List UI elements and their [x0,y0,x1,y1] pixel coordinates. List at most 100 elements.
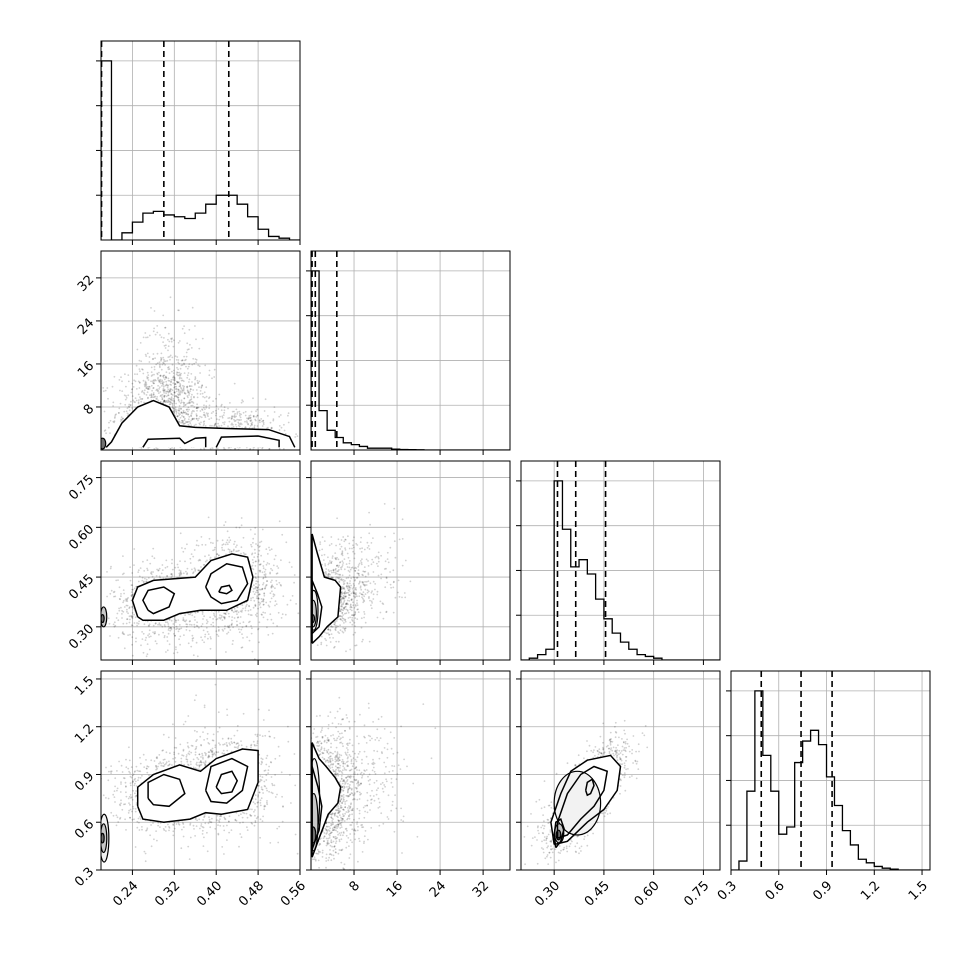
sample-point [267,634,270,636]
sample-point [198,417,200,420]
sample-point [259,563,261,566]
sample-point [162,341,165,343]
sample-point [105,797,107,799]
sample-point [209,424,212,427]
sample-point [288,561,291,564]
sample-point [131,624,134,627]
sample-point [367,572,370,574]
sample-point [372,561,375,564]
sample-point [393,507,396,510]
sample-point [145,578,148,581]
sample-point [248,639,251,642]
sample-point [250,410,253,413]
sample-point [178,373,181,376]
sample-point [200,421,202,424]
sample-point [166,636,169,638]
sample-point [216,633,219,636]
sample-point [194,325,196,327]
sample-point [183,362,185,365]
sample-point [157,376,160,379]
sample-point [196,409,198,412]
sample-point [344,603,347,606]
panel-2-2 [516,460,721,665]
sample-point [199,559,202,562]
sample-point [175,619,177,622]
hist-bar [562,529,570,660]
sample-point [348,571,351,573]
sample-point [141,576,144,579]
sample-point [203,411,206,414]
sample-point [231,416,233,419]
sample-point [336,556,338,559]
sample-point [163,374,166,377]
sample-point [293,581,295,584]
sample-point [236,624,239,626]
sample-point [231,622,233,625]
sample-point [180,627,183,630]
sample-point [371,558,374,561]
sample-point [167,625,170,628]
sample-point [193,623,196,626]
sample-point [141,828,143,831]
sample-point [251,552,254,555]
sample-point [162,749,165,752]
sample-point [133,379,136,382]
sample-point [152,387,155,389]
sample-point [190,398,193,400]
sample-point [267,604,270,607]
sample-point [166,621,169,624]
sample-point [280,584,282,587]
sample-point [334,569,337,571]
sample-point [189,620,192,622]
sample-point [242,411,245,414]
sample-point [127,380,130,383]
sample-point [176,563,179,566]
sample-point [249,620,251,623]
sample-point [162,401,165,403]
sample-point [257,586,260,588]
sample-point [336,570,338,572]
sample-point [345,602,347,605]
sample-point [339,624,341,627]
sample-point [182,619,185,622]
sample-point [163,392,166,394]
sample-point [120,606,122,609]
sample-point [170,380,173,383]
sample-point [348,562,351,565]
sample-point [172,375,175,378]
sample-point [258,419,261,422]
sample-point [352,586,355,589]
sample-point [269,549,271,551]
sample-point [249,419,252,422]
sample-point [253,424,256,427]
sample-point [215,405,218,408]
sample-point [164,625,167,628]
sample-point [341,579,343,582]
hist-bar [596,599,604,660]
sample-point [127,394,130,397]
sample-point [346,591,348,594]
sample-point [209,636,212,638]
sample-point [104,429,107,432]
sample-point [278,429,281,431]
sample-point [370,600,373,603]
sample-point [179,570,182,572]
sample-point [353,552,356,555]
sample-point [208,418,211,420]
sample-point [137,399,140,401]
sample-point [245,605,248,608]
sample-point [398,538,401,541]
sample-point [262,600,265,603]
sample-point [369,582,372,585]
sample-point [170,397,173,400]
sample-point [180,386,182,389]
sample-point [200,566,202,568]
sample-point [153,310,156,312]
sample-point [262,577,265,580]
sample-point [198,365,201,368]
sample-point [394,556,397,559]
sample-point [342,581,345,583]
sample-point [376,616,379,619]
sample-point [125,795,128,798]
sample-point [178,393,181,395]
